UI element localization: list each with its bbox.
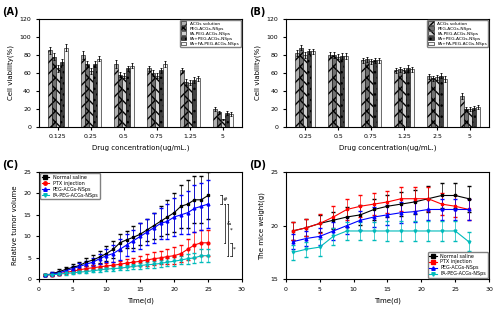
Bar — [361, 60, 365, 127]
Bar — [460, 96, 464, 127]
Bar — [85, 64, 89, 127]
Bar — [122, 76, 126, 127]
Bar — [476, 107, 480, 127]
Bar — [295, 53, 299, 127]
Bar — [299, 48, 303, 127]
Bar — [162, 64, 166, 127]
Bar — [184, 82, 188, 127]
X-axis label: Time(d): Time(d) — [374, 298, 401, 304]
Legend: Normal saline, PTX injection, PEG-ACGs-NSps, FA-PEG-ACGs-NSps: Normal saline, PTX injection, PEG-ACGs-N… — [428, 252, 488, 278]
Text: (C): (C) — [2, 160, 18, 170]
Bar — [81, 55, 85, 127]
Bar — [340, 56, 344, 127]
Bar — [52, 57, 56, 127]
Bar — [365, 59, 369, 127]
Bar — [369, 61, 373, 127]
Bar — [130, 66, 134, 127]
Y-axis label: The mice weight(g): The mice weight(g) — [258, 192, 265, 260]
Legend: Normal saline, PTX injection, PEG-ACGs-NSps, FA-PEG-ACGs-NSps: Normal saline, PTX injection, PEG-ACGs-N… — [40, 173, 100, 199]
Text: *: * — [233, 247, 236, 252]
Text: *: * — [230, 227, 232, 232]
Bar — [221, 119, 224, 127]
Bar — [427, 77, 431, 127]
Bar — [56, 68, 60, 127]
Bar — [60, 62, 64, 127]
Bar — [213, 109, 217, 127]
Bar — [410, 69, 414, 127]
Bar — [336, 57, 340, 127]
Bar — [439, 76, 443, 127]
Bar — [303, 55, 307, 127]
Bar — [114, 64, 118, 127]
Bar — [188, 83, 192, 127]
Bar — [228, 114, 232, 127]
Y-axis label: Cell viability(%): Cell viability(%) — [254, 45, 261, 100]
Bar — [332, 55, 336, 127]
Bar — [96, 58, 100, 127]
Bar — [468, 109, 472, 127]
Bar — [402, 70, 406, 127]
Bar — [180, 70, 184, 127]
Legend: ACGs solution, PEG-ACGs-NSps, FA-PEG-ACGs-NSps, FA+PEG-ACGs-NSps, FA+FA-PEG-ACGs: ACGs solution, PEG-ACGs-NSps, FA-PEG-ACG… — [180, 20, 241, 47]
Bar — [48, 50, 52, 127]
Bar — [196, 78, 200, 127]
Bar — [217, 112, 221, 127]
Text: &: & — [226, 221, 230, 226]
Bar — [192, 80, 196, 127]
Bar — [155, 76, 158, 127]
Bar — [464, 109, 468, 127]
Y-axis label: Relative tumor volume: Relative tumor volume — [12, 186, 18, 265]
Bar — [147, 68, 151, 127]
Bar — [118, 75, 122, 127]
Bar — [311, 51, 315, 127]
Bar — [126, 68, 130, 127]
X-axis label: Drug concentration(ug/mL.): Drug concentration(ug/mL.) — [92, 145, 189, 151]
Bar — [472, 108, 476, 127]
Y-axis label: Cell viability(%): Cell viability(%) — [7, 45, 14, 100]
Bar — [151, 73, 155, 127]
Bar — [406, 67, 410, 127]
Bar — [443, 79, 447, 127]
Bar — [394, 70, 398, 127]
Bar — [64, 48, 68, 127]
X-axis label: Drug concentration(ug/mL.): Drug concentration(ug/mL.) — [338, 145, 436, 151]
Text: (A): (A) — [2, 7, 18, 17]
Bar — [224, 113, 228, 127]
Bar — [398, 69, 402, 127]
Bar — [435, 77, 439, 127]
Legend: ACGs solution, PEG-ACGs-NSps, FA-PEG-ACGs-NSps, FA+PEG-ACGs-NSps, FA+FA-PEG-ACGs: ACGs solution, PEG-ACGs-NSps, FA-PEG-ACG… — [427, 20, 488, 47]
Bar — [431, 78, 435, 127]
Bar — [89, 71, 93, 127]
Text: (B): (B) — [250, 7, 266, 17]
Bar — [344, 56, 348, 127]
Text: #: # — [223, 197, 228, 202]
Bar — [158, 70, 162, 127]
Bar — [328, 55, 332, 127]
Bar — [377, 60, 381, 127]
Bar — [373, 60, 377, 127]
Bar — [307, 51, 311, 127]
Bar — [93, 64, 96, 127]
X-axis label: Time(d): Time(d) — [127, 298, 154, 304]
Text: (D): (D) — [250, 160, 266, 170]
